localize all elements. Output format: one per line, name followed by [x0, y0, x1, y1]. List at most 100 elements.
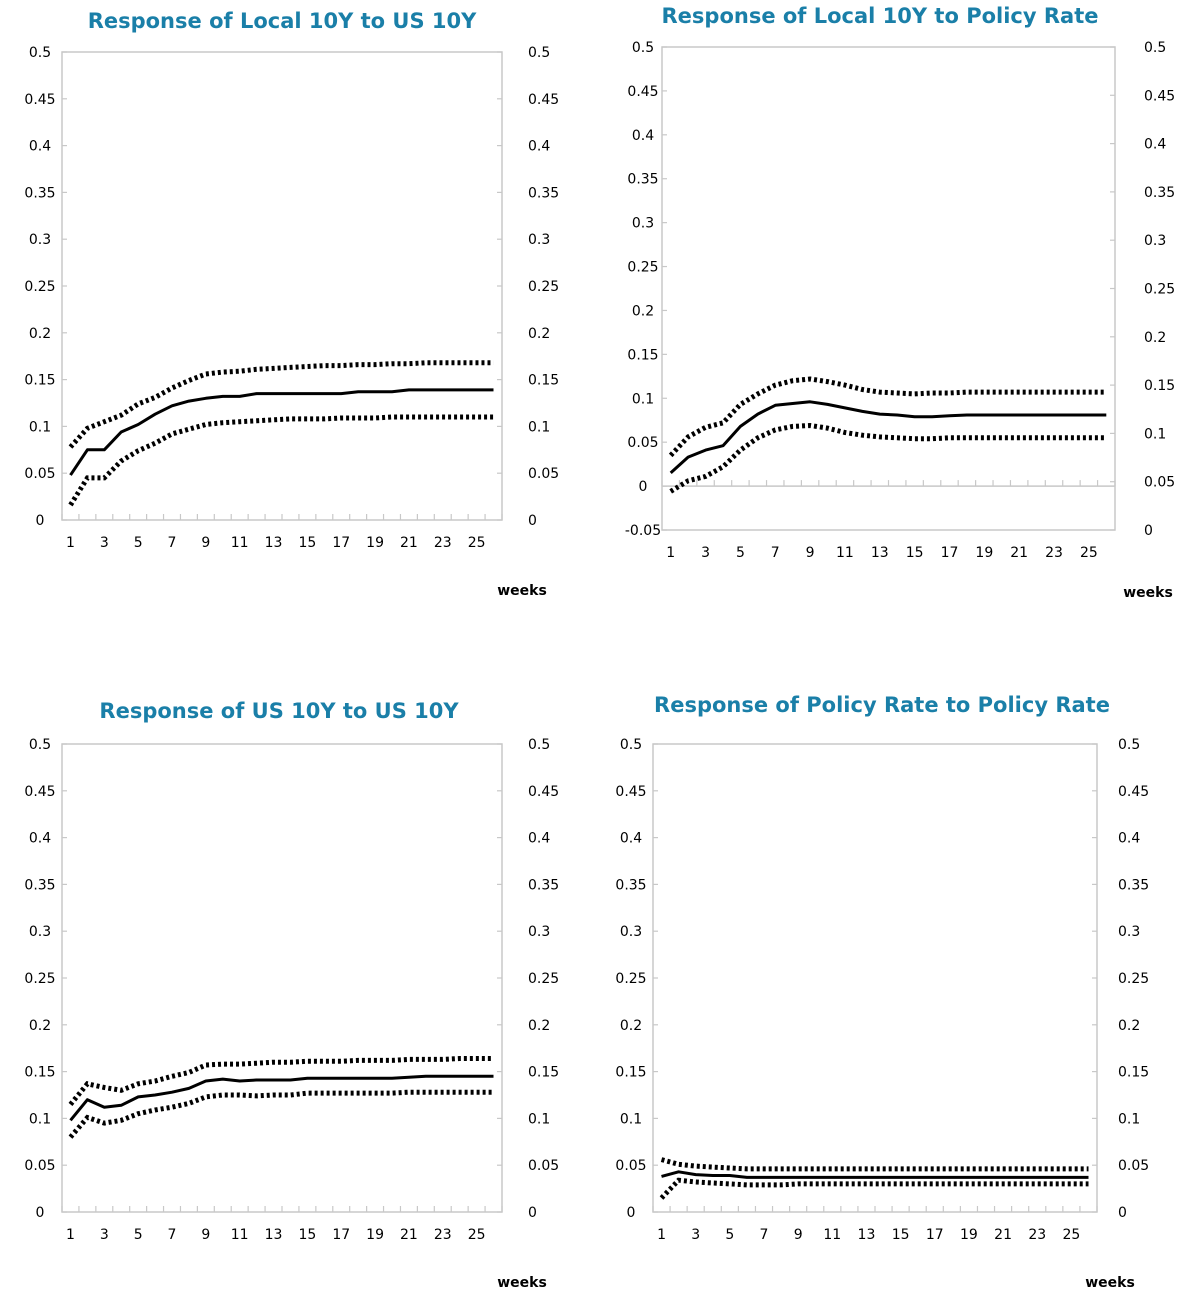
response-line-1: [669, 400, 1107, 475]
y-tick-label: 0.2: [29, 326, 51, 342]
y-tick-label: 0.05: [24, 466, 55, 482]
chart-title: Response of US 10Y to US 10Y: [99, 699, 459, 723]
response-line-1: [661, 1170, 1089, 1179]
y-tick-label: 0.1: [29, 419, 51, 435]
confidence-band-line-2: [660, 1157, 1089, 1172]
y2-tick-label: 0.05: [528, 1158, 559, 1174]
x-tick-label: 13: [858, 1227, 876, 1243]
x-tick-label: 9: [201, 1227, 210, 1243]
x-tick-label: 13: [265, 1227, 283, 1243]
confidence-band-line-3: [669, 422, 1107, 494]
x-tick-label: 5: [725, 1227, 734, 1243]
y2-tick-label: 0.3: [1118, 924, 1140, 940]
x-tick-label: 25: [468, 1227, 486, 1243]
x-tick-label: 3: [100, 535, 109, 551]
y2-tick-label: 0.1: [528, 1111, 550, 1127]
y-tick-label: 0.1: [29, 1111, 51, 1127]
x-tick-label: 25: [468, 535, 486, 551]
response-line-1: [69, 388, 494, 476]
x-tick-label: 19: [366, 1227, 384, 1243]
y2-tick-label: 0.3: [528, 232, 550, 248]
y2-tick-label: 0.5: [1144, 40, 1166, 56]
y-tick-label: 0.05: [615, 1158, 646, 1174]
y-tick-label: 0.4: [29, 139, 51, 155]
y-tick-label: -0.05: [625, 523, 661, 539]
y-tick-label: 0.15: [627, 347, 658, 363]
y2-tick-label: 0.45: [528, 784, 559, 800]
x-tick-label: 11: [836, 545, 854, 561]
y-tick-label: 0.5: [632, 40, 654, 56]
x-tick-label: 3: [100, 1227, 109, 1243]
confidence-band-line-2: [668, 376, 1107, 458]
x-tick-label: 17: [941, 545, 959, 561]
plot-frame: [61, 743, 503, 1213]
x-tick-label: 21: [1010, 545, 1028, 561]
y2-tick-label: 0.35: [528, 185, 559, 201]
x-tick-label: 25: [1062, 1227, 1080, 1243]
y2-tick-label: 0.2: [528, 326, 550, 342]
y-tick-label: 0.1: [620, 1111, 642, 1127]
x-axis-title: weeks: [1085, 1275, 1135, 1291]
x-tick-label: 23: [1028, 1227, 1046, 1243]
y-tick-label: 0.4: [632, 128, 654, 144]
x-tick-label: 15: [892, 1227, 910, 1243]
x-tick-label: 1: [666, 545, 675, 561]
plot-frame: [652, 743, 1098, 1213]
chart-title: Response of Local 10Y to US 10Y: [88, 9, 477, 33]
x-tick-label: 23: [434, 535, 452, 551]
plot-frame: [61, 51, 503, 521]
y-tick-label: 0.45: [24, 92, 55, 108]
chart-title: Response of Policy Rate to Policy Rate: [654, 693, 1110, 717]
y-tick-label: 0.5: [29, 45, 51, 61]
x-tick-label: 7: [760, 1227, 769, 1243]
y2-tick-label: 0.1: [528, 419, 550, 435]
confidence-band-line-3: [659, 1177, 1089, 1200]
y2-tick-label: 0.3: [528, 924, 550, 940]
y2-tick-label: 0.35: [1144, 185, 1175, 201]
y2-tick-label: 0.15: [528, 1065, 559, 1081]
y-tick-label: 0.2: [632, 303, 654, 319]
chart-panel-2: Response of Local 10Y to Policy Rate -0.0…: [625, 4, 1175, 601]
y-tick-label: 0.45: [615, 784, 646, 800]
x-tick-label: 19: [975, 545, 993, 561]
x-tick-label: 3: [691, 1227, 700, 1243]
y-tick-label: 0.25: [615, 971, 646, 987]
y-tick-label: 0.4: [620, 831, 642, 847]
y-tick-label: 0.05: [627, 435, 658, 451]
x-tick-label: 9: [806, 545, 815, 561]
y2-tick-label: 0: [1144, 523, 1153, 539]
x-tick-label: 19: [366, 535, 384, 551]
y2-tick-label: 0.35: [1118, 877, 1149, 893]
chart-panel-1: Response of Local 10Y to US 10Y 0 0.05 0.1 0…: [24, 9, 559, 599]
y2-tick-label: 0.15: [528, 373, 559, 389]
confidence-band-line-3: [68, 1089, 494, 1139]
x-tick-label: 11: [823, 1227, 841, 1243]
y-tick-label: 0.3: [29, 232, 51, 248]
y2-tick-label: 0: [1118, 1205, 1127, 1221]
y2-tick-label: 0.45: [1118, 784, 1149, 800]
y2-tick-label: 0.45: [1144, 88, 1175, 104]
y2-tick-label: 0.5: [528, 45, 550, 61]
confidence-band-line-3: [68, 414, 494, 507]
y2-tick-label: 0: [528, 513, 537, 529]
y-tick-label: 0.35: [627, 172, 658, 188]
y-tick-label: 0.5: [29, 737, 51, 753]
y2-tick-label: 0.5: [1118, 737, 1140, 753]
chart-panel-3: Response of US 10Y to US 10Y00.050.10.15…: [24, 699, 559, 1291]
x-axis-title: weeks: [497, 583, 547, 599]
y2-tick-label: 0.15: [1144, 378, 1175, 394]
x-axis-title: weeks: [1123, 585, 1173, 601]
confidence-band-line-2: [68, 360, 494, 449]
y-tick-label: 0.2: [620, 1018, 642, 1034]
y-tick-label: 0.2: [29, 1018, 51, 1034]
y-tick-label: 0.45: [627, 84, 658, 100]
y2-tick-label: 0.4: [528, 831, 550, 847]
x-tick-label: 3: [701, 545, 710, 561]
x-tick-label: 23: [434, 1227, 452, 1243]
x-tick-label: 21: [400, 535, 418, 551]
y2-tick-label: 0.35: [528, 877, 559, 893]
confidence-band-line-2: [68, 1056, 494, 1106]
y2-tick-label: 0.15: [1118, 1065, 1149, 1081]
y-tick-label: 0.15: [615, 1065, 646, 1081]
